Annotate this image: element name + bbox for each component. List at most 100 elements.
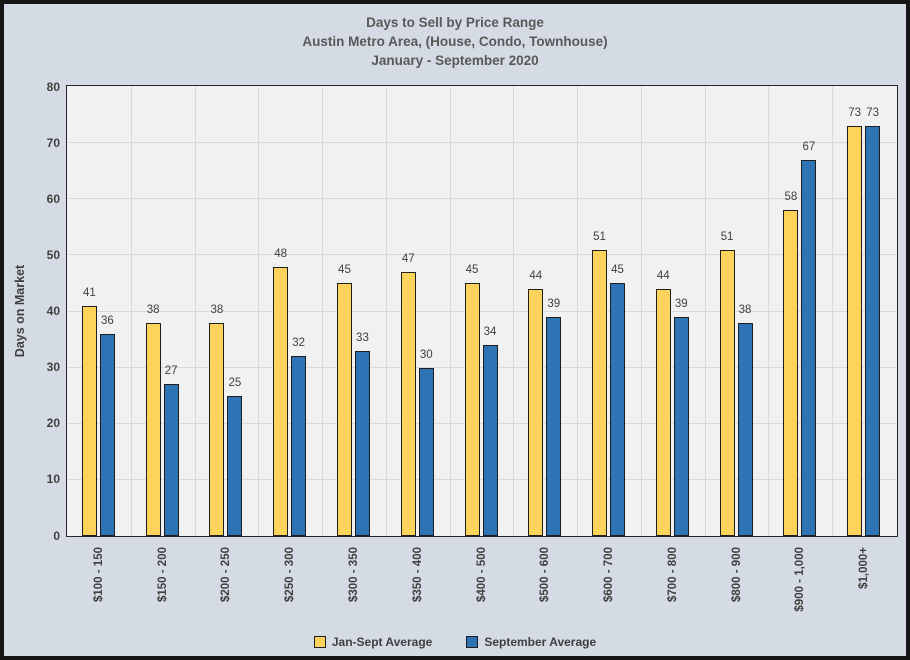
bar-jan-sept-average — [145, 322, 161, 536]
x-axis-category-label: $900 - 1,000 — [794, 547, 807, 612]
bar-value-label: 39 — [547, 298, 561, 311]
bar-jan-sept-average — [336, 283, 352, 536]
gridline-horizontal — [67, 310, 897, 312]
bar-value-label: 45 — [611, 264, 624, 277]
bar-value-label: 51 — [720, 230, 734, 243]
bar-september-average — [673, 317, 689, 536]
gridline-vertical — [385, 86, 387, 536]
x-axis-category-label: $600 - 700 — [603, 547, 616, 602]
bar-september-average — [227, 395, 243, 536]
bar-value-label: 58 — [784, 191, 798, 204]
x-axis-category-label: $100 - 150 — [92, 547, 105, 602]
bar-september-average — [801, 159, 817, 536]
bar-value-label: 44 — [529, 270, 543, 283]
y-tick-label: 20 — [46, 416, 60, 431]
legend-swatch-icon — [466, 636, 479, 648]
bar-jan-sept-average — [847, 126, 863, 536]
bar-value-label: 39 — [674, 298, 688, 311]
bar-value-label: 45 — [338, 264, 351, 277]
bar-value-label: 73 — [866, 107, 879, 120]
y-tick-label: 10 — [46, 472, 60, 487]
bar-value-label: 73 — [848, 107, 861, 120]
legend-label: September Average — [484, 635, 597, 649]
bar-value-label: 47 — [401, 253, 415, 266]
bar-september-average — [546, 317, 562, 536]
x-axis-category-label: $800 - 900 — [730, 547, 743, 602]
y-tick-label: 60 — [46, 191, 60, 206]
y-tick-label: 70 — [46, 135, 60, 150]
bar-value-label: 41 — [82, 286, 96, 299]
gridline-vertical — [322, 86, 324, 536]
bar-value-label: 32 — [292, 337, 306, 350]
gridline-horizontal — [67, 142, 897, 144]
x-axis-category-label: $250 - 300 — [284, 547, 297, 602]
x-axis-category-label: $350 - 400 — [411, 547, 424, 602]
gridline-vertical — [704, 86, 706, 536]
bar-value-label: 44 — [656, 270, 670, 283]
bar-value-label: 38 — [738, 303, 752, 316]
bar-jan-sept-average — [783, 210, 799, 536]
bar-september-average — [163, 384, 179, 536]
plot-area-inner: 41 36 38 27 38 25 48 32 45 33 47 30 45 34 44 39 51 45 44 39… — [67, 86, 897, 536]
gridline-vertical — [768, 86, 770, 536]
y-tick-label: 50 — [46, 247, 60, 262]
gridline-vertical — [258, 86, 260, 536]
x-axis-category-label: $700 - 800 — [666, 547, 679, 602]
legend-item-jan-sept-average: Jan-Sept Average — [313, 635, 433, 649]
bar-jan-sept-average — [528, 289, 544, 536]
chart-title-line-3: January - September 2020 — [371, 53, 539, 68]
bar-value-label: 48 — [274, 247, 288, 260]
bar-value-label: 25 — [228, 376, 242, 389]
gridline-vertical — [513, 86, 515, 536]
bar-value-label: 27 — [164, 365, 178, 378]
bar-september-average — [482, 345, 498, 536]
bar-jan-sept-average — [655, 289, 671, 536]
legend: Jan-Sept Average September Average — [4, 635, 906, 649]
bar-september-average — [737, 322, 753, 536]
bar-september-average — [418, 367, 434, 536]
bar-value-label: 34 — [483, 326, 497, 339]
x-axis-category-label: $200 - 250 — [220, 547, 233, 602]
bar-jan-sept-average — [273, 266, 289, 536]
bar-september-average — [610, 283, 626, 536]
bar-value-label: 38 — [210, 303, 224, 316]
legend-label: Jan-Sept Average — [331, 635, 433, 649]
gridline-horizontal — [67, 198, 897, 200]
bar-september-average — [865, 126, 881, 536]
plot-area: 41 36 38 27 38 25 48 32 45 33 47 30 45 34 44 39 51 45 44 39… — [66, 85, 898, 537]
bar-jan-sept-average — [400, 272, 416, 536]
gridline-horizontal — [67, 254, 897, 256]
bar-jan-sept-average — [719, 249, 735, 536]
chart-title-line-2: Austin Metro Area, (House, Condo, Townho… — [302, 34, 608, 49]
bar-value-label: 51 — [593, 230, 606, 243]
gridline-vertical — [194, 86, 196, 536]
y-tick-label: 0 — [53, 528, 60, 543]
bar-september-average — [291, 356, 307, 536]
gridline-vertical — [130, 86, 132, 536]
bar-value-label: 38 — [146, 303, 160, 316]
y-tick-label: 80 — [46, 79, 60, 94]
bar-jan-sept-average — [209, 322, 225, 536]
x-axis-category-label: $1,000+ — [858, 547, 871, 589]
bar-value-label: 67 — [802, 140, 816, 153]
bar-september-average — [354, 350, 370, 536]
chart-title-block: Days to Sell by Price Range Austin Metro… — [4, 13, 906, 70]
chart: Days to Sell by Price Range Austin Metro… — [4, 4, 906, 656]
y-tick-label: 40 — [46, 304, 60, 318]
gridline-vertical — [577, 86, 579, 536]
bar-jan-sept-average — [592, 249, 608, 536]
gridline-vertical — [640, 86, 642, 536]
gridline-vertical — [832, 86, 834, 536]
gridline-vertical — [449, 86, 451, 536]
x-axis-category-label: $400 - 500 — [475, 547, 488, 602]
bar-value-label: 30 — [419, 348, 433, 361]
chart-title-line-1: Days to Sell by Price Range — [366, 15, 544, 30]
x-axis-category-label: $500 - 600 — [539, 547, 552, 602]
bar-value-label: 33 — [356, 331, 369, 344]
y-tick-label: 30 — [46, 360, 60, 375]
bar-september-average — [99, 333, 115, 536]
bar-jan-sept-average — [81, 305, 97, 536]
legend-swatch-icon — [313, 636, 326, 648]
legend-item-september-average: September Average — [466, 635, 596, 649]
